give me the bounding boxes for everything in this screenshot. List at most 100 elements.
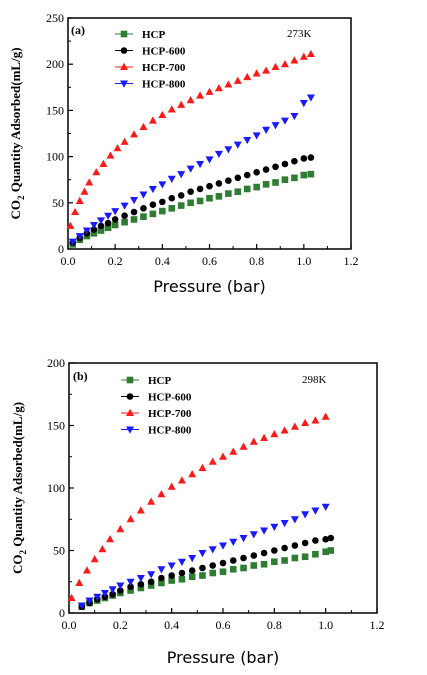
y-tick-label: 100 (46, 150, 64, 164)
data-point (149, 201, 157, 208)
data-point (327, 534, 335, 542)
data-point (311, 416, 320, 424)
data-point (239, 535, 248, 543)
data-point (239, 442, 248, 450)
data-point (306, 49, 315, 58)
panel-label: (b) (73, 369, 88, 383)
data-point (262, 66, 271, 74)
data-point (271, 62, 280, 70)
series-hcp-600 (69, 154, 315, 246)
data-point (290, 112, 299, 121)
data-point (106, 151, 115, 159)
data-point (71, 207, 80, 216)
data-point (85, 178, 94, 186)
data-point (260, 527, 269, 535)
data-point (159, 207, 166, 215)
data-point (300, 155, 308, 162)
legend: HCP HCP-600 HCP-700 HCP-800 (121, 375, 192, 437)
data-point (301, 511, 310, 519)
data-point (208, 546, 217, 554)
data-point (262, 181, 270, 188)
data-point (111, 221, 119, 229)
data-point (188, 573, 196, 581)
data-point (199, 572, 206, 579)
data-point (92, 168, 101, 176)
series-hcp-600 (78, 534, 335, 611)
data-point (233, 141, 242, 149)
y-tick-label: 0 (59, 606, 65, 620)
x-tick-label: 1.2 (344, 254, 359, 268)
y-axis-title: CO2 Quantity Adsorbed(mL/g) (10, 402, 28, 574)
data-point (327, 547, 335, 554)
data-point (130, 197, 139, 205)
data-point (104, 224, 112, 232)
data-point (219, 452, 227, 460)
data-point (147, 497, 156, 505)
data-point (158, 110, 167, 119)
data-point (215, 180, 223, 187)
data-point (139, 122, 148, 131)
data-point (299, 52, 308, 60)
data-point (97, 217, 106, 225)
data-point (206, 194, 213, 202)
data-point (80, 187, 89, 195)
data-point (206, 182, 213, 190)
data-point (250, 552, 258, 559)
data-point (67, 593, 76, 601)
data-point (130, 208, 138, 216)
data-point (225, 177, 232, 184)
data-point (130, 130, 139, 138)
data-point (177, 192, 185, 199)
data-point (168, 577, 175, 584)
data-point (262, 126, 271, 135)
data-point (120, 202, 129, 210)
legend-label: HCP-700 (148, 408, 192, 420)
data-point (307, 154, 315, 161)
temperature-label: 298K (302, 374, 327, 386)
data-point (240, 564, 247, 572)
data-point (243, 72, 252, 81)
x-tick-label: 0.6 (216, 618, 231, 632)
data-point (307, 170, 315, 178)
legend-label: HCP-600 (148, 392, 192, 404)
data-point (117, 587, 124, 594)
data-point (111, 208, 120, 216)
data-point (66, 221, 75, 229)
data-point (121, 218, 128, 226)
data-point (209, 569, 217, 577)
data-point (130, 216, 138, 223)
data-point (208, 457, 217, 465)
legend-label: HCP-700 (142, 62, 186, 74)
data-point (89, 221, 98, 230)
data-point (198, 550, 207, 558)
data-point (233, 76, 242, 84)
data-point (196, 160, 205, 169)
series-hcp (78, 547, 335, 611)
data-point (271, 558, 278, 566)
data-point (321, 503, 330, 511)
data-point (280, 426, 289, 434)
data-point (168, 194, 176, 202)
data-point (290, 422, 299, 430)
series-hcp-700 (67, 412, 330, 601)
x-tick-label: 1.0 (318, 618, 333, 632)
data-point (68, 238, 77, 246)
data-point (126, 515, 135, 523)
data-point (147, 578, 155, 586)
data-point (280, 520, 289, 528)
data-point (301, 553, 309, 561)
data-point (158, 579, 165, 587)
y-tick-label: 50 (52, 196, 64, 210)
data-point (100, 590, 109, 598)
y-tick-label: 250 (46, 11, 64, 25)
data-point (280, 117, 289, 125)
data-point (215, 193, 223, 200)
data-point (249, 531, 258, 539)
data-point (281, 557, 288, 564)
data-point (291, 554, 299, 562)
data-point (299, 100, 308, 108)
data-point (85, 597, 94, 605)
series-hcp-800 (77, 503, 330, 610)
data-point (260, 549, 268, 557)
data-point (140, 205, 147, 212)
